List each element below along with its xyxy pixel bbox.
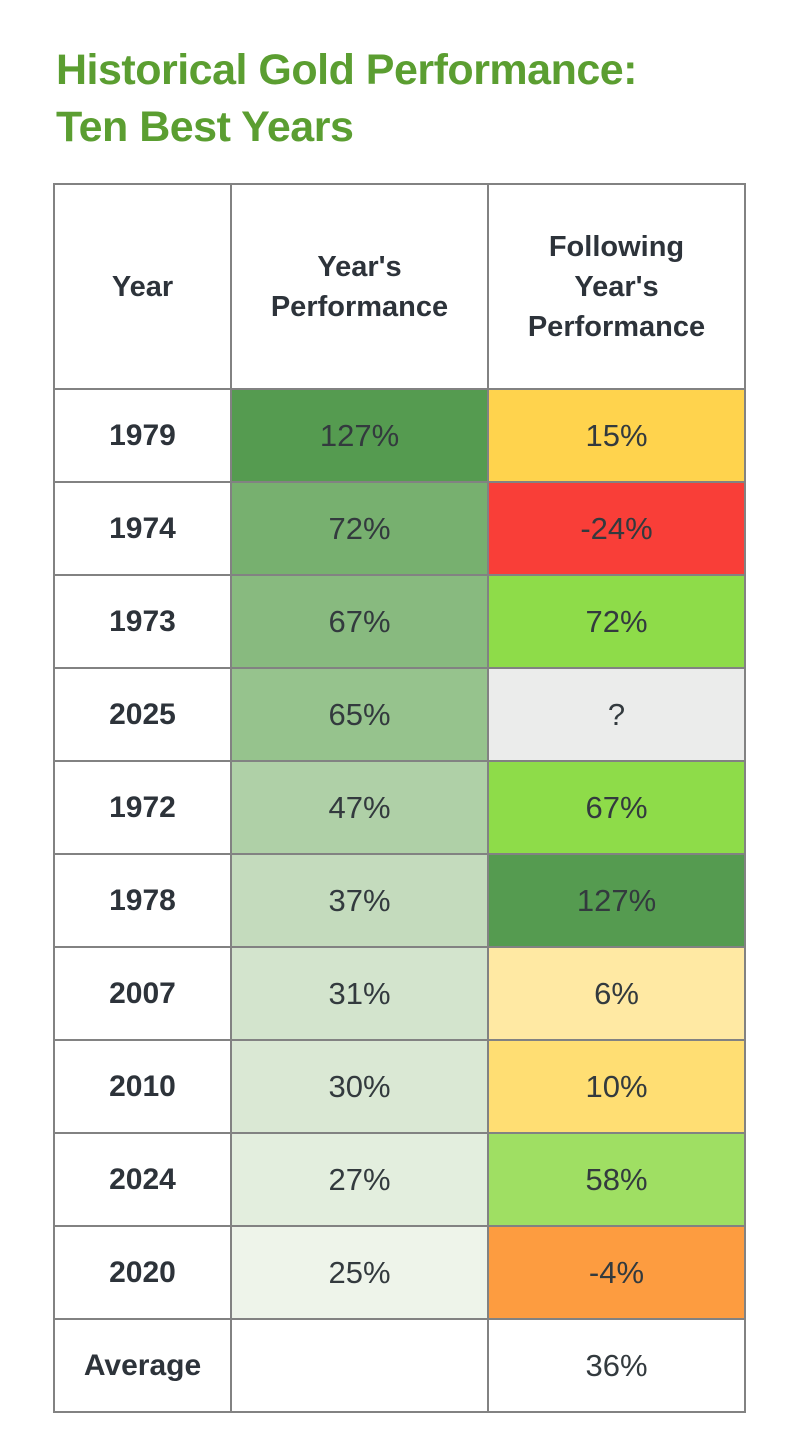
year-cell: 2010 — [53, 1039, 232, 1135]
year-cell: 2007 — [53, 946, 232, 1042]
year-cell: 1979 — [53, 388, 232, 484]
following-performance-cell: 67% — [487, 760, 746, 856]
following-performance-cell: 10% — [487, 1039, 746, 1135]
col-header-following-years-performance: Following Year's Performance — [487, 183, 746, 391]
following-performance-cell: -24% — [487, 481, 746, 577]
year-cell: 2020 — [53, 1225, 232, 1321]
following-performance-cell: 6% — [487, 946, 746, 1042]
gold-performance-table: Year Year's Performance Following Year's… — [53, 183, 746, 1414]
performance-cell: 127% — [230, 388, 489, 484]
average-performance-cell — [230, 1318, 489, 1414]
page-title-line2: Ten Best Years — [56, 103, 354, 152]
year-cell: 1972 — [53, 760, 232, 856]
performance-cell: 67% — [230, 574, 489, 670]
average-row: Average 36% — [53, 1318, 746, 1414]
following-performance-cell: ? — [487, 667, 746, 763]
page-title: Historical Gold Performance: Ten Best Yea… — [0, 0, 802, 156]
table-row: 2025 65% ? — [53, 667, 746, 763]
table-row: 2024 27% 58% — [53, 1132, 746, 1228]
year-cell: 2025 — [53, 667, 232, 763]
table-row: 1973 67% 72% — [53, 574, 746, 670]
performance-cell: 31% — [230, 946, 489, 1042]
following-performance-cell: -4% — [487, 1225, 746, 1321]
performance-cell: 47% — [230, 760, 489, 856]
performance-cell: 72% — [230, 481, 489, 577]
year-cell: 1973 — [53, 574, 232, 670]
table-row: 2020 25% -4% — [53, 1225, 746, 1321]
following-performance-cell: 58% — [487, 1132, 746, 1228]
following-performance-cell: 72% — [487, 574, 746, 670]
performance-cell: 30% — [230, 1039, 489, 1135]
average-following-cell: 36% — [487, 1318, 746, 1414]
year-cell: 1974 — [53, 481, 232, 577]
table-row: 1978 37% 127% — [53, 853, 746, 949]
table-row: 1972 47% 67% — [53, 760, 746, 856]
performance-cell: 65% — [230, 667, 489, 763]
header-row: Year Year's Performance Following Year's… — [53, 183, 746, 391]
following-performance-cell: 127% — [487, 853, 746, 949]
table-row: 1974 72% -24% — [53, 481, 746, 577]
following-performance-cell: 15% — [487, 388, 746, 484]
performance-cell: 37% — [230, 853, 489, 949]
average-label-cell: Average — [53, 1318, 232, 1414]
table-row: 2010 30% 10% — [53, 1039, 746, 1135]
year-cell: 2024 — [53, 1132, 232, 1228]
col-header-year: Year — [53, 183, 232, 391]
col-header-years-performance: Year's Performance — [230, 183, 489, 391]
year-cell: 1978 — [53, 853, 232, 949]
page-title-line1: Historical Gold Performance: — [56, 46, 638, 94]
table-row: 2007 31% 6% — [53, 946, 746, 1042]
performance-cell: 27% — [230, 1132, 489, 1228]
table-row: 1979 127% 15% — [53, 388, 746, 484]
performance-cell: 25% — [230, 1225, 489, 1321]
